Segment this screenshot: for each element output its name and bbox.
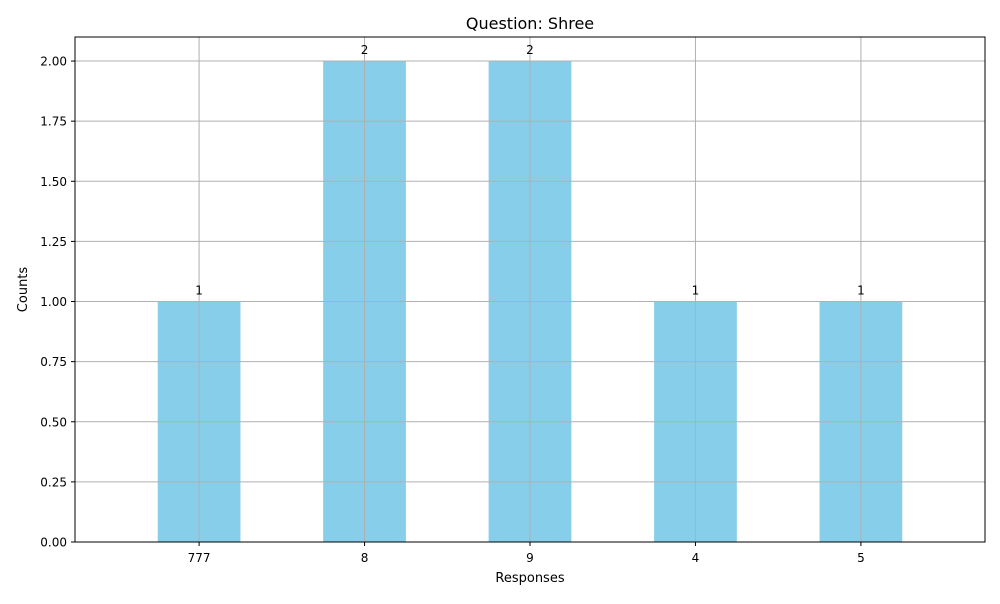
x-tick-label: 8 <box>361 551 369 565</box>
y-tick-label: 0.00 <box>40 536 67 550</box>
bar-value-label: 1 <box>195 284 203 298</box>
chart-title: Question: Shree <box>466 14 594 33</box>
y-tick-label: 1.00 <box>40 295 67 309</box>
plot-frame <box>74 36 986 543</box>
x-tick-label: 4 <box>692 551 700 565</box>
bar-value-label: 2 <box>361 43 369 57</box>
y-tick-label: 1.75 <box>40 115 67 129</box>
x-tick-label: 777 <box>188 551 211 565</box>
bar-value-label: 1 <box>692 284 700 298</box>
y-tick-label: 2.00 <box>40 55 67 69</box>
y-axis-ticks: 0.00 0.25 0.50 0.75 1.00 1.25 1.50 1.75 2.00 <box>40 55 75 550</box>
y-tick-label: 0.75 <box>40 355 67 369</box>
x-axis-label: Responses <box>495 571 564 586</box>
bar-value-label: 1 <box>857 284 865 298</box>
y-axis-label: Counts <box>16 267 31 313</box>
bar-value-label: 2 <box>526 43 534 57</box>
x-tick-label: 5 <box>857 551 865 565</box>
x-tick-label: 9 <box>526 551 534 565</box>
y-tick-label: 1.25 <box>40 235 67 249</box>
y-tick-label: 0.50 <box>40 415 67 429</box>
x-axis-ticks: 777 8 9 4 5 <box>188 542 865 565</box>
y-tick-label: 0.25 <box>40 475 67 489</box>
y-tick-label: 1.50 <box>40 175 67 189</box>
bar-value-labels: 1 2 2 1 1 <box>195 43 864 297</box>
